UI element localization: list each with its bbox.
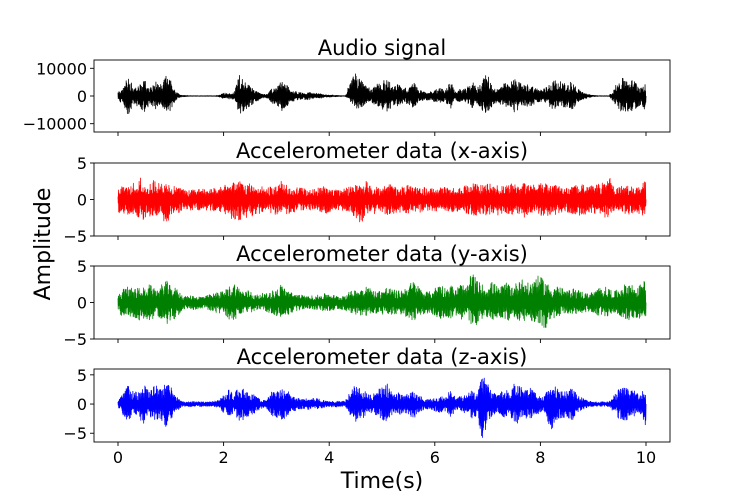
- y-tick-label: 0: [77, 395, 87, 414]
- y-tick-label: 5: [77, 257, 87, 276]
- x-axis-label: Time(s): [340, 469, 423, 494]
- x-tick-label: 0: [113, 448, 123, 467]
- x-tick-label: 6: [430, 448, 440, 467]
- x-tick-label: 4: [324, 448, 334, 467]
- subplot-3: −5 0 5 Accelerometer data (y-axis): [63, 242, 671, 349]
- y-tick-label: 0: [77, 191, 87, 210]
- y-tick-label: −10000: [23, 115, 87, 134]
- subplot-title: Accelerometer data (y-axis): [236, 242, 528, 266]
- signal-line: [117, 377, 647, 438]
- x-tick-label: 2: [219, 448, 229, 467]
- y-tick-label: 10000: [36, 59, 87, 78]
- subplot-4: −5 0 5 0 2 4 6 8 10 Accelerometer data (z-axis): [63, 345, 671, 467]
- y-tick-label: 0: [77, 87, 87, 106]
- y-tick-label: −5: [63, 424, 87, 443]
- plot-frame: [93, 368, 671, 443]
- y-axis-label: Amplitude: [31, 188, 56, 301]
- y-tick-label: 5: [77, 154, 87, 173]
- y-tick-label: 5: [77, 366, 87, 385]
- subplot-title: Audio signal: [318, 36, 446, 60]
- subplot-title: Accelerometer data (x-axis): [236, 139, 528, 163]
- y-tick-label: −5: [63, 330, 87, 349]
- subplot-1: −10000 0 10000 Audio signal: [23, 36, 671, 136]
- signal-line: [117, 73, 647, 114]
- subplot-title: Accelerometer data (z-axis): [237, 345, 528, 369]
- y-tick-label: −5: [63, 227, 87, 246]
- x-tick-label: 10: [636, 448, 656, 467]
- subplot-2: −5 0 5 Accelerometer data (x-axis): [63, 139, 671, 246]
- x-tick-label: 8: [535, 448, 545, 467]
- signal-line: [117, 177, 647, 223]
- y-tick-label: 0: [77, 294, 87, 313]
- signal-line: [117, 274, 647, 329]
